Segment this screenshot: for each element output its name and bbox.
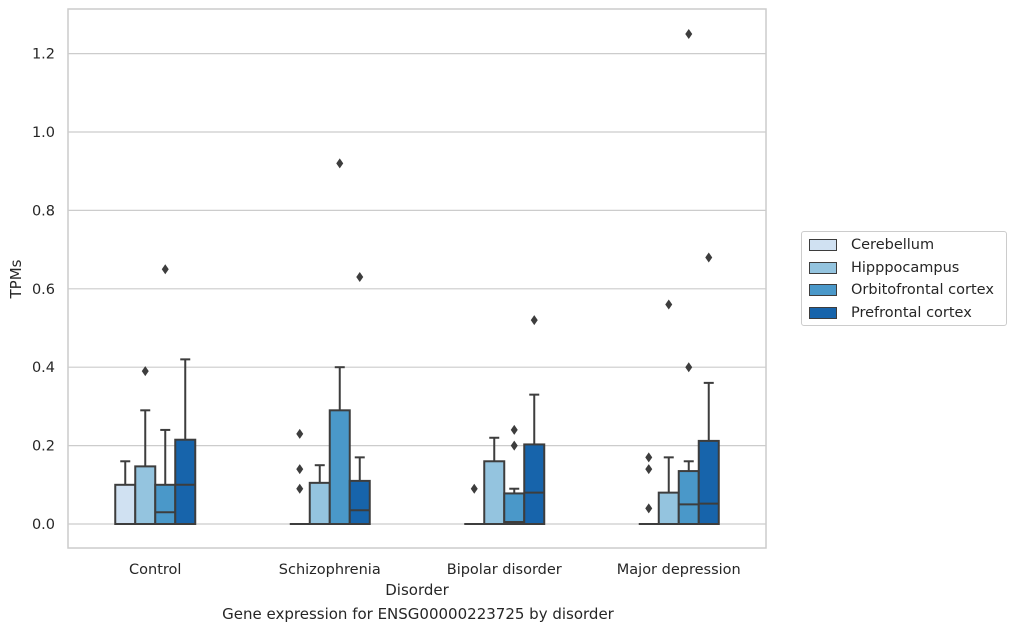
outlier-point	[296, 483, 304, 494]
y-tick-label: 1.0	[32, 125, 55, 141]
legend-item: Prefrontal cortex	[809, 303, 972, 323]
outlier-point	[296, 428, 304, 439]
y-tick-label: 1.2	[32, 47, 55, 63]
legend-swatch	[809, 284, 837, 296]
box-orbitofrontal-cortex	[328, 366, 351, 526]
legend-swatch	[809, 239, 837, 251]
legend-label: Prefrontal cortex	[851, 304, 972, 321]
box-orbitofrontal-cortex	[503, 487, 526, 526]
y-tick-label: 0.0	[32, 517, 55, 533]
box-rect	[134, 465, 157, 526]
box-rect	[677, 470, 700, 525]
box-hipppocampus	[134, 409, 157, 526]
box-rect	[308, 481, 331, 525]
box-rect	[328, 409, 351, 526]
box-rect	[348, 479, 371, 526]
outlier-point	[530, 315, 538, 326]
y-tick-label: 0.6	[32, 282, 55, 298]
x-tick-label: Bipolar disorder	[447, 562, 562, 578]
y-tick-label: 0.4	[32, 360, 55, 376]
legend: Cerebellum Hipppocampus Orbitofrontal cort…	[801, 231, 1007, 326]
x-tick-labels: Control Schizophrenia Bipolar disorder Majo…	[129, 562, 741, 578]
y-tick-labels: 0.0 0.2 0.4 0.6 0.8 1.0 1.2	[32, 47, 55, 533]
chart-caption: Gene expression for ENSG00000223725 by d…	[222, 605, 614, 623]
outlier-point	[510, 424, 518, 435]
box-cerebellum	[114, 460, 137, 525]
outlier-point	[645, 464, 653, 475]
outlier-point	[356, 272, 364, 283]
box-orbitofrontal-cortex	[677, 460, 700, 525]
box-rect	[114, 483, 137, 525]
legend-label: Orbitofrontal cortex	[851, 282, 994, 298]
legend-item: Orbitofrontal cortex	[809, 280, 994, 300]
x-tick-label: Major depression	[617, 562, 741, 578]
box-hipppocampus	[308, 464, 331, 525]
box-rect	[483, 460, 506, 525]
legend-label: Cerebellum	[851, 237, 935, 253]
x-axis-label: Disorder	[385, 581, 449, 599]
legend-swatch	[809, 261, 837, 274]
box-prefrontal-cortex	[174, 358, 197, 525]
outlier-point	[161, 264, 169, 275]
outlier-point	[705, 252, 713, 263]
box-prefrontal-cortex	[697, 381, 720, 525]
box-rect	[154, 483, 177, 525]
outlier-point	[296, 464, 304, 475]
legend-swatch	[809, 306, 837, 319]
box-rect	[657, 491, 680, 526]
box-orbitofrontal-cortex	[154, 428, 177, 525]
outlier-point	[685, 29, 693, 39]
legend-label: Hipppocampus	[851, 259, 960, 276]
outlier-point	[141, 366, 149, 377]
boxes-layer	[114, 358, 720, 526]
outlier-point	[470, 483, 478, 494]
outliers-layer	[141, 29, 713, 514]
outlier-point	[645, 503, 653, 514]
legend-item: Cerebellum	[809, 235, 934, 255]
outlier-point	[336, 158, 344, 169]
outlier-point	[510, 440, 518, 451]
box-hipppocampus	[657, 456, 680, 526]
outlier-point	[665, 299, 673, 310]
y-tick-label: 0.2	[32, 439, 55, 455]
outlier-point	[645, 452, 653, 463]
y-tick-label: 0.8	[32, 203, 55, 219]
outlier-point	[685, 362, 693, 373]
box-prefrontal-cortex	[348, 456, 371, 526]
box-prefrontal-cortex	[523, 393, 546, 526]
box-rect	[697, 439, 720, 525]
y-axis-label: TPMs	[7, 259, 25, 299]
x-tick-label: Control	[129, 562, 181, 578]
box-hipppocampus	[483, 436, 506, 525]
grid-lines	[68, 52, 766, 525]
box-rect	[174, 438, 197, 525]
legend-item: Hipppocampus	[809, 258, 959, 278]
x-tick-label: Schizophrenia	[279, 562, 381, 578]
plot-frame	[67, 8, 767, 549]
box-rect	[503, 492, 526, 526]
box-rect	[523, 443, 546, 526]
